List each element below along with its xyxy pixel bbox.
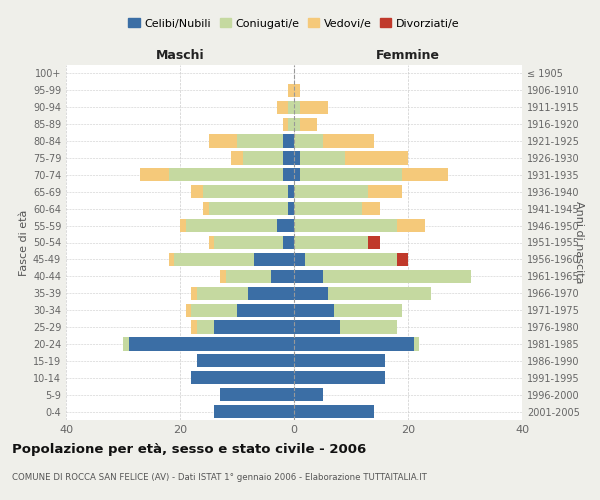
Bar [300,152,346,164]
Bar [214,236,283,249]
Bar [323,270,471,283]
Text: Popolazione per età, sesso e stato civile - 2006: Popolazione per età, sesso e stato civil… [12,442,366,456]
Bar [232,152,242,164]
Bar [334,304,402,316]
Bar [300,168,403,181]
Bar [220,270,226,283]
Bar [203,185,289,198]
Bar [169,168,283,181]
Bar [294,405,374,418]
Bar [289,100,294,114]
Bar [283,134,294,147]
Bar [294,100,300,114]
Bar [283,152,294,164]
Bar [305,253,397,266]
Legend: Celibi/Nubili, Coniugati/e, Vedovi/e, Divorziati/e: Celibi/Nubili, Coniugati/e, Vedovi/e, Di… [124,14,464,33]
Bar [237,304,294,316]
Bar [197,320,214,334]
Bar [214,320,294,334]
Bar [237,134,283,147]
Bar [214,405,294,418]
Bar [300,100,328,114]
Bar [346,152,408,164]
Bar [180,219,186,232]
Bar [294,202,362,215]
Bar [271,270,294,283]
Bar [294,219,397,232]
Bar [140,168,169,181]
Bar [403,168,448,181]
Bar [414,338,419,350]
Bar [209,236,214,249]
Bar [294,354,385,368]
Bar [277,100,289,114]
Text: Femmine: Femmine [376,50,440,62]
Bar [294,270,323,283]
Bar [283,118,289,131]
Bar [191,304,237,316]
Bar [289,118,294,131]
Bar [362,202,380,215]
Bar [289,84,294,97]
Bar [289,202,294,215]
Bar [226,270,271,283]
Bar [243,152,283,164]
Bar [368,185,403,198]
Bar [294,134,323,147]
Y-axis label: Fasce di età: Fasce di età [19,210,29,276]
Bar [191,371,294,384]
Bar [191,286,197,300]
Bar [294,84,300,97]
Bar [191,185,203,198]
Y-axis label: Anni di nascita: Anni di nascita [574,201,584,284]
Bar [277,219,294,232]
Bar [283,168,294,181]
Bar [209,202,289,215]
Bar [220,388,294,401]
Bar [294,304,334,316]
Bar [294,236,368,249]
Bar [191,320,197,334]
Bar [294,168,300,181]
Bar [283,236,294,249]
Bar [169,253,175,266]
Bar [294,185,368,198]
Bar [175,253,254,266]
Bar [294,118,300,131]
Text: Maschi: Maschi [155,50,205,62]
Bar [397,253,408,266]
Bar [186,304,191,316]
Text: COMUNE DI ROCCA SAN FELICE (AV) - Dati ISTAT 1° gennaio 2006 - Elaborazione TUTT: COMUNE DI ROCCA SAN FELICE (AV) - Dati I… [12,472,427,482]
Bar [397,219,425,232]
Bar [294,253,305,266]
Bar [294,371,385,384]
Bar [209,134,237,147]
Bar [254,253,294,266]
Bar [294,320,340,334]
Bar [197,286,248,300]
Bar [328,286,431,300]
Bar [203,202,209,215]
Bar [340,320,397,334]
Bar [294,152,300,164]
Bar [248,286,294,300]
Bar [289,185,294,198]
Bar [300,118,317,131]
Bar [197,354,294,368]
Bar [123,338,128,350]
Bar [128,338,294,350]
Bar [294,388,323,401]
Bar [294,338,414,350]
Bar [368,236,380,249]
Bar [323,134,374,147]
Bar [186,219,277,232]
Bar [294,286,328,300]
